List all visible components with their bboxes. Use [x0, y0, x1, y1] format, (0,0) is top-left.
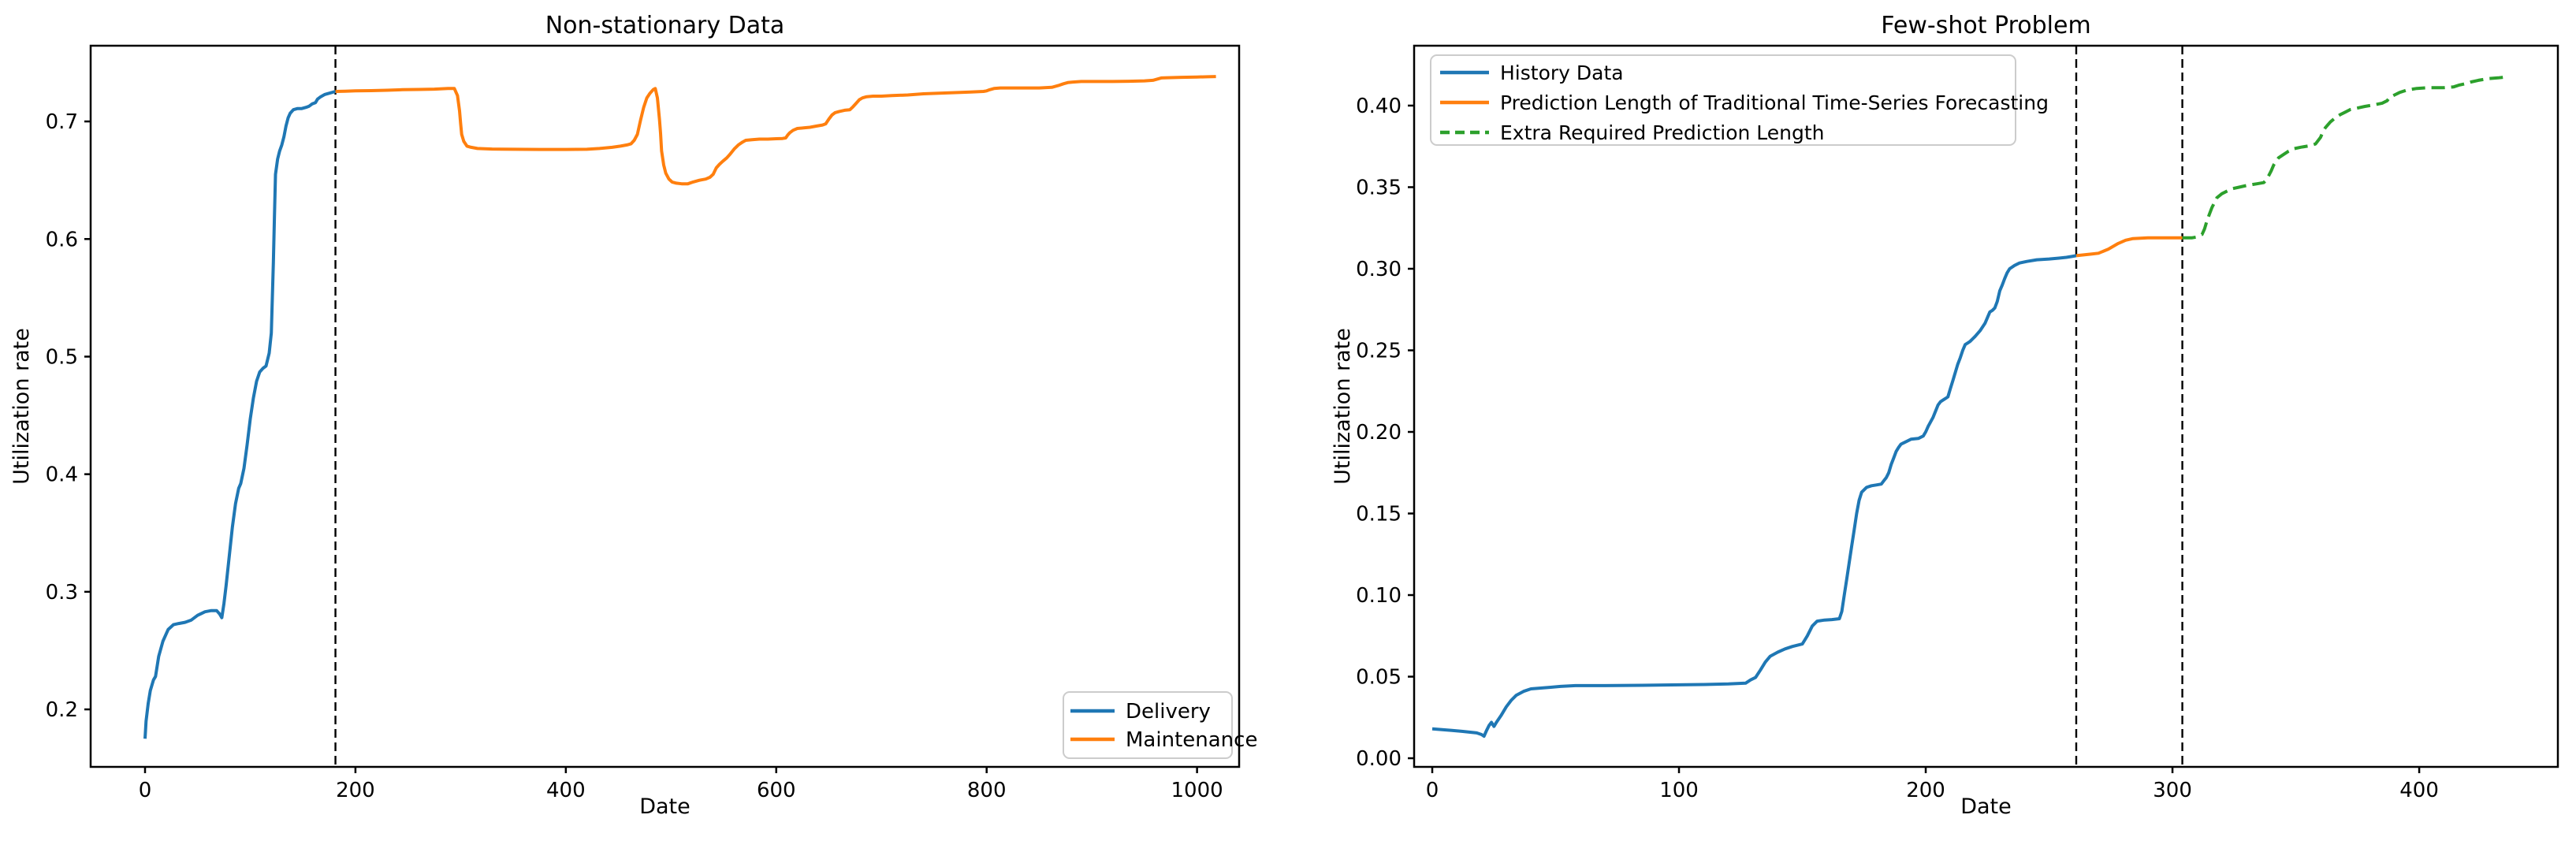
x-tick-label: 200 [336, 779, 375, 802]
x-tick-label: 1000 [1171, 779, 1223, 802]
plot-area [91, 46, 1239, 767]
legend-label: Prediction Length of Traditional Time-Se… [1500, 91, 2049, 114]
y-tick-label: 0.2 [46, 698, 78, 722]
y-axis-label: Utilization rate [1331, 328, 1355, 485]
y-tick-label: 0.15 [1356, 503, 1402, 526]
series-prediction-length-of-traditional-time-series-forecasting-line [2075, 236, 2183, 258]
series-history-data-line [1431, 254, 2077, 739]
x-tick-label: 200 [1906, 779, 1945, 802]
x-tick-label: 400 [546, 779, 586, 802]
legend-box [1430, 54, 2016, 146]
series-extra-required-prediction-length-line [2182, 75, 2506, 240]
series-delivery-line [143, 90, 337, 739]
legend-label: Delivery [1126, 700, 1211, 724]
few-shot-problem-chart: 0 100 200 300 400 0.00 0.05 0.10 0.15 0.20 0.25 0.3… [1331, 12, 2559, 819]
y-tick-label: 0.6 [46, 228, 78, 251]
y-tick-label: 0.00 [1356, 747, 1402, 771]
x-tick-label: 800 [967, 779, 1007, 802]
x-tick-label: 0 [1426, 779, 1439, 802]
y-tick-label: 0.20 [1356, 421, 1402, 445]
x-tick-label: 600 [757, 779, 796, 802]
y-tick-label: 0.5 [46, 345, 78, 369]
y-tick-label: 0.35 [1356, 176, 1402, 199]
series-maintenance-line [335, 75, 1216, 186]
legend-box [1063, 691, 1233, 759]
x-axis-label: Date [639, 794, 691, 819]
x-tick-label: 300 [2153, 779, 2192, 802]
y-tick-label: 0.05 [1356, 666, 1402, 690]
legend-label: Extra Required Prediction Length [1500, 121, 1825, 144]
legend: History Data Prediction Length of Traditi… [1430, 54, 2049, 146]
x-tick-label: 100 [1659, 779, 1699, 802]
axes-spines [1413, 44, 2559, 768]
x-axis-label: Date [1960, 794, 2012, 819]
legend: Delivery Maintenance [1063, 691, 1257, 759]
axes-spines [89, 44, 1241, 768]
y-axis-label: Utilization rate [9, 328, 34, 485]
chart-title: Few-shot Problem [1881, 12, 2090, 39]
y-tick-label: 0.7 [46, 110, 78, 134]
y-tick-label: 0.3 [46, 581, 78, 605]
y-tick-label: 0.40 [1356, 95, 1402, 118]
y-tick-label: 0.10 [1356, 584, 1402, 608]
x-tick-label: 400 [2399, 779, 2439, 802]
chart-title: Non-stationary Data [545, 12, 785, 39]
plot-area [1414, 46, 2558, 767]
x-tick-label: 0 [139, 779, 152, 802]
legend-label: History Data [1500, 61, 1624, 84]
legend-label: Maintenance [1126, 728, 1257, 752]
y-tick-label: 0.4 [46, 463, 78, 487]
y-tick-label: 0.25 [1356, 339, 1402, 363]
y-tick-label: 0.30 [1356, 258, 1402, 281]
non-stationary-data-chart: 0 200 400 600 800 1000 0.2 0.3 0.4 0.5 0.6 0.7 Non-s… [9, 12, 1257, 819]
